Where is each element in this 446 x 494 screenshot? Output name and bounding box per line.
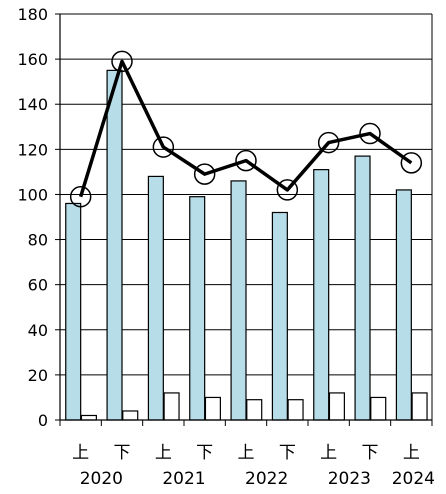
x-category-label: 下 [279,443,296,463]
bar [189,196,206,421]
bar [106,69,123,421]
line-point-marker [69,185,92,208]
line-point-marker [152,136,175,158]
bar [411,392,428,421]
x-category-label: 上 [155,443,172,463]
bar [80,414,97,421]
bar [354,155,371,421]
bar [163,392,180,421]
bar [271,211,288,421]
y-tick-label: 0 [38,411,48,430]
bar [147,175,164,421]
x-category-label: 上 [72,443,89,463]
line-series [69,50,423,208]
bar [230,180,247,421]
bar [204,396,221,421]
y-tick-label: 180 [17,5,48,24]
x-category-label: 下 [114,443,131,463]
y-tick-label: 120 [17,140,48,159]
y-tick-label: 60 [28,276,48,295]
line-point-marker [276,179,299,201]
x-year-label: 2024 [392,469,435,489]
y-tick-label: 160 [17,50,48,69]
x-category-label: 下 [196,443,213,463]
axes [55,13,433,426]
line-point-marker [317,131,340,154]
series-line [78,59,413,198]
line-point-marker [235,149,257,172]
x-category-label: 上 [403,443,420,463]
line-point-marker [193,163,216,185]
y-tick-label: 100 [17,185,48,204]
axis-labels: 0 20 40 60 80 100 120 140 160 180 上 下 上 下 上 下 上 下 上 2020 202… [17,5,435,489]
x-year-label: 2022 [245,469,288,489]
line-point-marker [111,50,133,73]
y-tick-label: 40 [28,321,48,340]
bar [395,189,412,421]
bar [370,396,387,421]
x-year-label: 2021 [162,469,205,489]
x-category-label: 下 [362,443,379,463]
x-year-label: 2020 [80,469,123,489]
bar [328,392,345,421]
bar [65,202,82,421]
bar [246,399,263,421]
y-tick-label: 20 [28,366,48,385]
x-category-label: 上 [238,443,255,463]
x-year-label: 2023 [328,469,371,489]
bar [287,399,304,421]
bar [313,169,330,421]
bar [122,410,139,421]
line-point-marker [359,122,381,145]
y-tick-label: 140 [17,95,48,114]
bars [65,69,428,421]
y-tick-label: 80 [28,231,48,250]
x-category-label: 上 [320,443,337,463]
line-point-marker [400,152,423,174]
